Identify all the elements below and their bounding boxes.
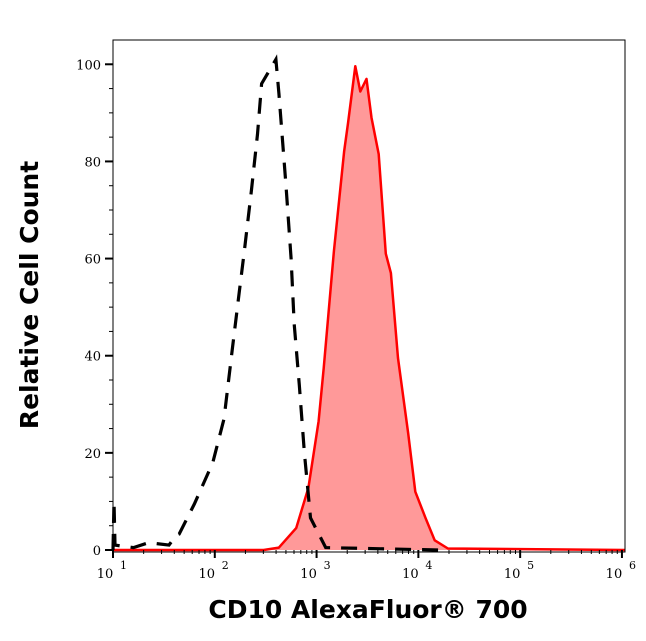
x-tick-exponent: 5 <box>527 559 534 572</box>
y-tick-label: 0 <box>93 544 101 559</box>
x-tick-exponent: 2 <box>222 559 229 572</box>
x-tick-exponent: 4 <box>425 559 432 572</box>
y-tick-label: 80 <box>84 155 101 170</box>
series-line-isotype-control <box>111 54 439 552</box>
x-tick-exponent: 3 <box>324 559 331 572</box>
y-tick-label: 60 <box>84 253 101 268</box>
axes-layer: 0 20 40 60 80 100 10 1 10 2 10 3 10 4 10 5 10 6 <box>76 58 636 582</box>
series-layer <box>111 54 626 552</box>
x-tick-label: 10 5 <box>504 559 534 582</box>
x-tick-label: 10 1 <box>97 559 127 582</box>
y-tick-label: 40 <box>84 350 101 365</box>
x-tick-label: 10 4 <box>402 559 432 582</box>
x-axis-title: CD10 AlexaFluor® 700 <box>208 595 527 624</box>
x-tick-base: 10 <box>97 567 114 582</box>
plot-frame <box>112 39 626 553</box>
x-tick-label: 10 6 <box>606 559 636 582</box>
series-line-stained <box>113 64 626 552</box>
y-tick-label: 100 <box>76 58 101 73</box>
x-tick-base: 10 <box>504 567 521 582</box>
x-tick-label: 10 2 <box>199 559 229 582</box>
x-tick-label: 10 3 <box>300 559 330 582</box>
y-tick-label: 20 <box>84 447 101 462</box>
y-axis-title: Relative Cell Count <box>15 161 44 429</box>
x-tick-base: 10 <box>199 567 216 582</box>
x-tick-base: 10 <box>606 567 623 582</box>
x-tick-base: 10 <box>300 567 317 582</box>
x-tick-exponent: 6 <box>629 559 636 572</box>
x-tick-exponent: 1 <box>120 559 127 572</box>
x-tick-base: 10 <box>402 567 419 582</box>
series-fill-stained <box>113 66 625 550</box>
